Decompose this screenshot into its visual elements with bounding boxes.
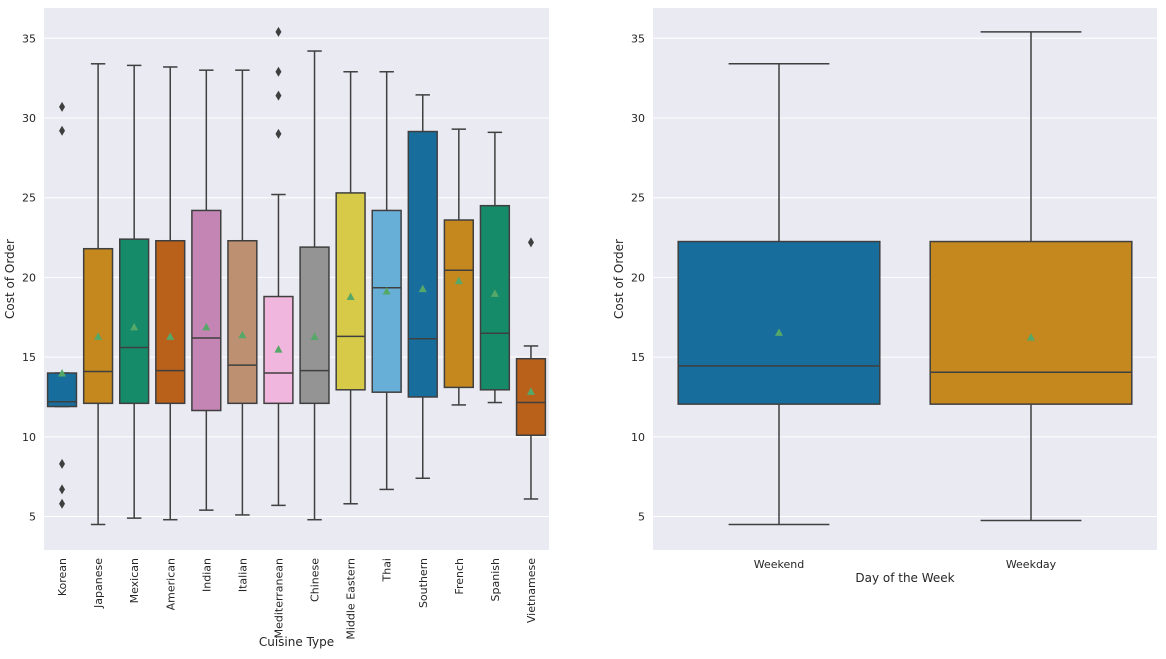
- iqr-box: [227, 239, 258, 405]
- box-american: [155, 66, 186, 521]
- box-indian: [191, 69, 222, 511]
- box-mexican: [119, 64, 150, 519]
- mean-marker: [346, 292, 355, 301]
- outlier-point: [59, 484, 66, 495]
- y-tick-label: 20: [631, 271, 645, 284]
- x-tick-label: Vietnamese: [525, 558, 538, 623]
- mean-marker: [490, 289, 499, 297]
- iqr-box: [82, 247, 114, 405]
- x-tick-label: Korean: [56, 558, 69, 596]
- y-axis-label: Cost of Order: [3, 239, 17, 319]
- x-tick-label: Japanese: [92, 558, 105, 609]
- box-spanish: [479, 131, 511, 404]
- mean-marker: [166, 332, 175, 340]
- outlier-point: [275, 66, 282, 77]
- outlier-point: [275, 26, 282, 37]
- x-tick-label: Thai: [381, 558, 394, 583]
- mean-marker: [526, 387, 535, 395]
- outlier-point: [59, 458, 66, 469]
- outlier-point: [275, 128, 282, 139]
- x-tick-label: Southern: [417, 558, 430, 608]
- box-thai: [371, 71, 402, 491]
- box-vietnamese: [515, 237, 547, 500]
- box-mediterranean: [263, 26, 294, 507]
- mean-marker: [130, 322, 139, 331]
- y-tick-label: 15: [631, 351, 645, 364]
- mean-marker: [238, 330, 247, 339]
- y-tick-label: 15: [22, 351, 36, 364]
- x-tick-label: Mexican: [128, 558, 141, 603]
- box-weekend: [677, 63, 881, 526]
- y-tick-label: 5: [29, 511, 36, 524]
- y-axis-label: Cost of Order: [612, 239, 626, 319]
- outlier-point: [59, 125, 66, 136]
- iqr-box: [46, 372, 78, 408]
- outlier-point: [59, 498, 66, 509]
- mean-marker: [274, 345, 283, 353]
- mean-marker: [454, 276, 463, 285]
- y-tick-label: 10: [631, 431, 645, 444]
- box-japanese: [82, 63, 114, 526]
- iqr-box: [119, 238, 150, 405]
- iqr-box: [191, 209, 222, 412]
- mean-marker: [202, 322, 211, 331]
- box-korean: [46, 101, 78, 509]
- outlier-point: [275, 90, 282, 101]
- y-tick-label: 5: [638, 511, 645, 524]
- mean-marker: [775, 328, 783, 336]
- outlier-point: [59, 101, 66, 112]
- y-tick-label: 30: [22, 112, 36, 125]
- mean-marker: [310, 332, 319, 340]
- iqr-box: [407, 130, 438, 398]
- iqr-box: [335, 192, 366, 391]
- box-italian: [227, 69, 258, 516]
- x-tick-label: French: [453, 558, 466, 595]
- iqr-box: [155, 239, 186, 405]
- y-tick-label: 35: [22, 32, 36, 45]
- x-tick-label: Weekend: [754, 558, 804, 571]
- x-axis-label: Cuisine Type: [259, 635, 334, 649]
- x-tick-label: Chinese: [309, 558, 322, 602]
- x-tick-label: Indian: [200, 558, 213, 592]
- mean-marker: [94, 332, 103, 340]
- y-tick-label: 25: [631, 192, 645, 205]
- y-tick-label: 20: [22, 271, 36, 284]
- x-tick-label: American: [164, 558, 177, 610]
- iqr-box: [371, 209, 402, 393]
- y-tick-label: 30: [631, 112, 645, 125]
- y-tick-label: 25: [22, 192, 36, 205]
- iqr-box: [443, 219, 474, 389]
- box-southern: [407, 94, 438, 480]
- mean-marker: [382, 286, 391, 295]
- mean-marker: [58, 369, 67, 377]
- iqr-box: [299, 246, 330, 405]
- box-weekday: [929, 31, 1133, 522]
- iqr-box: [515, 357, 547, 436]
- mean-marker: [418, 284, 427, 293]
- outlier-point: [527, 237, 534, 248]
- x-tick-label: Italian: [236, 558, 249, 592]
- box-middle-eastern: [335, 71, 366, 505]
- iqr-box: [677, 240, 881, 405]
- day-of-week-boxplot: 5 10 15 20 25 30 35 Weekend Weekday Day of the We…: [612, 8, 1157, 585]
- mean-marker: [1027, 333, 1035, 341]
- x-tick-label: Spanish: [489, 558, 502, 601]
- iqr-box: [479, 204, 511, 391]
- y-tick-label: 35: [631, 32, 645, 45]
- box-chinese: [299, 50, 330, 521]
- cuisine-boxplot: 5 10 15 20 25 30 35 Korean Japanese Mexican Americ…: [3, 8, 549, 649]
- x-axis-label: Day of the Week: [855, 571, 954, 585]
- y-tick-label: 10: [22, 431, 36, 444]
- x-tick-label: Middle Eastern: [345, 558, 358, 640]
- x-tick-label: Mediterranean: [272, 558, 285, 638]
- box-french: [443, 128, 474, 406]
- iqr-box: [929, 240, 1133, 405]
- x-tick-label: Weekday: [1006, 558, 1057, 571]
